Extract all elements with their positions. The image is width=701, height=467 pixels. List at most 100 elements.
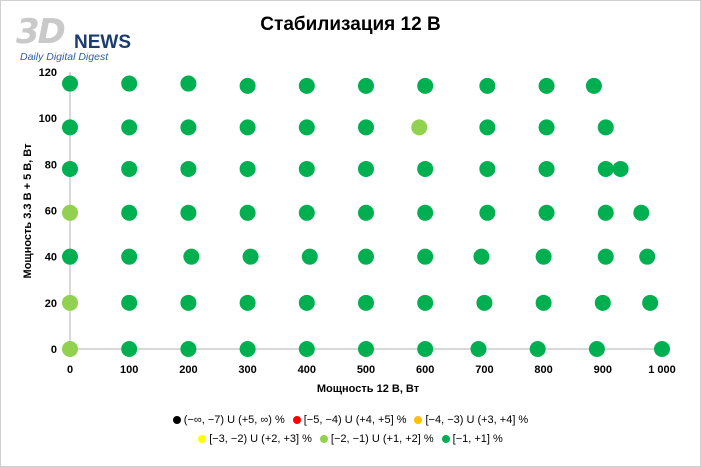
scatter-plot: 0 100 200 300 400 500 600 700 800 900 1 000 0 20 40 60…: [22, 67, 676, 395]
x-axis-title: Мощность 12 В, Вт: [317, 383, 420, 395]
chart-title: Стабилизация 12 В: [260, 14, 441, 35]
legend-item: (−∞, −7) U (+5, ∞) %: [172, 414, 285, 426]
data-point: [121, 119, 138, 136]
legend-item: [−3, −2) U (+2, +3] %: [198, 433, 312, 445]
data-point: [239, 77, 256, 94]
logo-tagline: Daily Digital Digest: [20, 51, 109, 63]
legend-swatch: [319, 435, 328, 443]
data-point: [594, 294, 611, 311]
logo-word: NEWS: [74, 32, 131, 53]
data-point: [121, 204, 138, 221]
x-tick-label: 0: [67, 364, 73, 376]
data-point: [121, 341, 138, 357]
data-point: [642, 294, 659, 311]
data-point: [239, 294, 256, 311]
data-point: [479, 119, 496, 136]
data-point: [529, 341, 546, 357]
x-tick-label: 800: [534, 364, 552, 376]
data-point: [62, 248, 78, 265]
data-point: [121, 75, 138, 92]
data-point: [639, 248, 656, 265]
legend-item: [−4, −3) U (+3, +4] %: [414, 414, 528, 426]
data-point: [62, 294, 78, 311]
data-point: [633, 204, 650, 221]
data-point: [597, 248, 614, 265]
legend-row: (−∞, −7) U (+5, ∞) % [−5, −4) U (+4, +5] …: [0, 414, 701, 426]
legend-label: [−5, −4) U (+4, +5] %: [303, 414, 407, 426]
data-point: [180, 294, 197, 311]
x-tick-label: 700: [475, 364, 493, 376]
y-tick-label: 20: [45, 298, 57, 310]
data-point: [298, 160, 315, 177]
data-point: [358, 294, 374, 311]
data-point: [417, 294, 434, 311]
data-point: [180, 341, 197, 357]
data-point: [411, 119, 428, 136]
y-tick-label: 100: [39, 113, 57, 125]
legend-label: [−2, −1) U (+1, +2] %: [330, 433, 434, 445]
data-point: [298, 119, 315, 136]
data-point: [183, 248, 200, 265]
legend-item: [−2, −1) U (+1, +2] %: [319, 433, 434, 445]
data-point: [180, 160, 197, 177]
data-point: [298, 341, 315, 357]
legend-label: [−1, +1] %: [452, 433, 503, 445]
data-point: [417, 160, 434, 177]
legend: (−∞, −7) U (+5, ∞) % [−5, −4) U (+4, +5] …: [0, 414, 701, 452]
data-point: [62, 204, 78, 221]
data-point: [358, 160, 374, 177]
x-tick-label: 100: [120, 364, 138, 376]
data-point: [121, 248, 138, 265]
y-tick-label: 40: [45, 252, 57, 264]
data-point: [62, 341, 78, 357]
data-point: [612, 160, 629, 177]
legend-item: [−5, −4) U (+4, +5] %: [292, 414, 407, 426]
y-axis-title: Мощность 3.3 В + 5 В, Вт: [22, 143, 34, 279]
data-point: [358, 248, 374, 265]
data-point: [298, 204, 315, 221]
data-point: [239, 341, 256, 357]
data-point: [538, 204, 555, 221]
legend-swatch: [441, 435, 450, 443]
y-tick-label: 80: [45, 159, 57, 171]
data-point: [654, 341, 670, 357]
data-point: [62, 160, 78, 177]
data-point: [180, 204, 197, 221]
x-tick-label: 500: [357, 364, 375, 376]
data-point: [62, 75, 78, 92]
data-point: [479, 204, 496, 221]
data-point: [180, 75, 197, 92]
data-point: [239, 204, 256, 221]
data-point: [417, 341, 434, 357]
data-point: [473, 248, 490, 265]
data-point: [538, 77, 555, 94]
data-point: [121, 160, 138, 177]
data-point: [180, 119, 197, 136]
data-point: [479, 77, 496, 94]
data-point: [417, 204, 434, 221]
data-point: [298, 77, 315, 94]
y-tick-label: 0: [51, 344, 57, 356]
data-point: [597, 119, 614, 136]
logo: 3D NEWS Daily Digital Digest: [16, 12, 146, 63]
data-point: [358, 119, 374, 136]
legend-swatch: [414, 416, 423, 424]
data-point: [479, 160, 496, 177]
x-tick-label: 300: [238, 364, 256, 376]
data-point: [62, 119, 78, 136]
x-tick-label: 200: [179, 364, 197, 376]
x-tick-label: 400: [298, 364, 316, 376]
data-point: [417, 77, 434, 94]
data-point: [417, 248, 434, 265]
data-point: [239, 119, 256, 136]
logo-mark: 3D: [16, 12, 66, 52]
data-point: [535, 248, 552, 265]
x-tick-label: 1 000: [648, 364, 676, 376]
y-tick-label: 120: [39, 67, 57, 79]
data-points: [62, 75, 670, 357]
data-point: [242, 248, 259, 265]
data-point: [585, 77, 602, 94]
legend-row: [−3, −2) U (+2, +3] % [−2, −1) U (+1, +2]…: [0, 433, 701, 445]
data-point: [470, 341, 487, 357]
